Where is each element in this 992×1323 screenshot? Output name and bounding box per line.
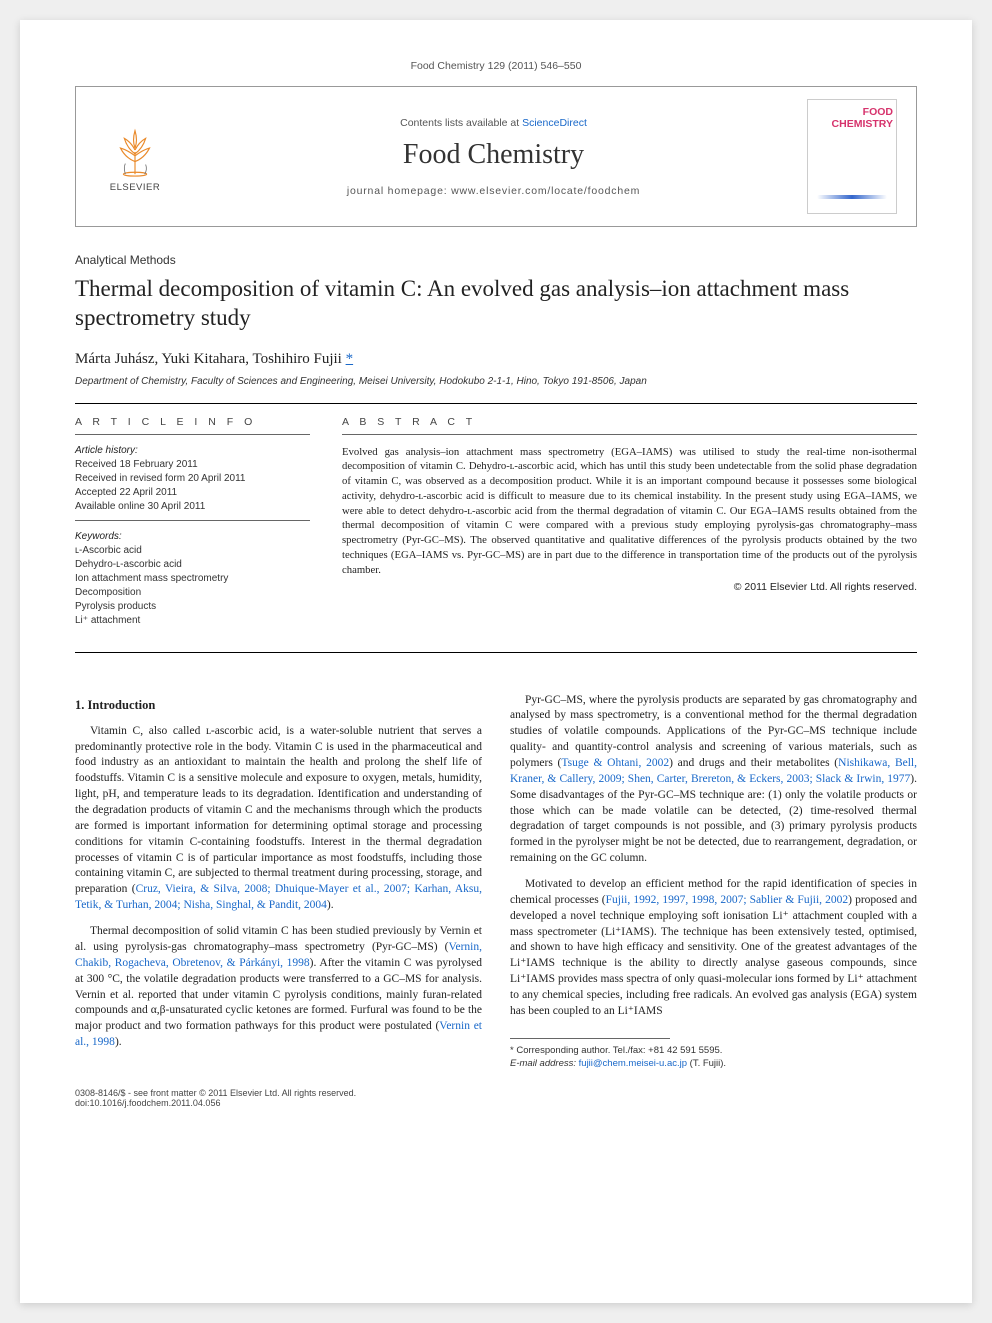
- body-two-column: 1. Introduction Vitamin C, also called ʟ…: [75, 693, 917, 1071]
- body-text: ).: [115, 1036, 122, 1048]
- info-rule-1: [75, 434, 310, 435]
- body-text: Thermal decomposition of solid vitamin C…: [75, 925, 482, 953]
- cover-title-line1: FOOD: [863, 106, 893, 118]
- info-abstract-row: A R T I C L E I N F O Article history: R…: [75, 416, 917, 628]
- article-info-column: A R T I C L E I N F O Article history: R…: [75, 416, 310, 628]
- elsevier-tree-icon: [106, 121, 164, 179]
- front-matter-line: 0308-8146/$ - see front matter © 2011 El…: [75, 1088, 356, 1098]
- email-link[interactable]: fujii@chem.meisei-u.ac.jp: [579, 1058, 687, 1069]
- rule-after-abstract: [75, 652, 917, 653]
- citation-link[interactable]: Fujii, 1992, 1997, 1998, 2007; Sablier &…: [606, 894, 849, 906]
- running-head-citation: Food Chemistry 129 (2011) 546–550: [75, 60, 917, 72]
- citation-link[interactable]: Tsuge & Ohtani, 2002: [561, 757, 669, 769]
- body-paragraph: Pyr-GC–MS, where the pyrolysis products …: [510, 693, 917, 867]
- body-paragraph: Motivated to develop an efficient method…: [510, 877, 917, 1020]
- body-text: ) and drugs and their metabolites (: [669, 757, 838, 769]
- history-received: Received 18 February 2011: [75, 458, 310, 472]
- keyword: Ion attachment mass spectrometry: [75, 572, 310, 586]
- footnote-rule: [510, 1038, 670, 1039]
- cover-decoration: [817, 195, 887, 199]
- article-info-heading: A R T I C L E I N F O: [75, 416, 310, 428]
- header-center: Contents lists available at ScienceDirec…: [194, 117, 793, 197]
- keyword: Dehydro-ʟ-ascorbic acid: [75, 558, 310, 572]
- abstract-rule: [342, 434, 917, 435]
- cover-title-line2: CHEMISTRY: [832, 118, 893, 130]
- page-footer: 0308-8146/$ - see front matter © 2011 El…: [75, 1088, 917, 1108]
- article-title: Thermal decomposition of vitamin C: An e…: [75, 275, 917, 333]
- rule-top: [75, 403, 917, 404]
- history-online: Available online 30 April 2011: [75, 500, 310, 514]
- body-text: ).: [327, 899, 334, 911]
- cover-title: FOOD CHEMISTRY: [811, 106, 893, 130]
- corresponding-author-mark[interactable]: *: [346, 351, 354, 367]
- author-list: Márta Juhász, Yuki Kitahara, Toshihiro F…: [75, 351, 917, 368]
- history-accepted: Accepted 22 April 2011: [75, 486, 310, 500]
- publisher-logo: ELSEVIER: [90, 121, 180, 193]
- keywords-label: Keywords:: [75, 531, 310, 542]
- doi-line: doi:10.1016/j.foodchem.2011.04.056: [75, 1098, 356, 1108]
- email-suffix: (T. Fujii).: [687, 1058, 726, 1069]
- keyword: Pyrolysis products: [75, 600, 310, 614]
- affiliation: Department of Chemistry, Faculty of Scie…: [75, 376, 917, 387]
- homepage-url[interactable]: www.elsevier.com/locate/foodchem: [451, 185, 640, 197]
- journal-title: Food Chemistry: [194, 139, 793, 171]
- info-rule-2: [75, 520, 310, 521]
- body-text: ) proposed and developed a novel techniq…: [510, 894, 917, 1017]
- keyword: ʟ-Ascorbic acid: [75, 544, 310, 558]
- contents-available-line: Contents lists available at ScienceDirec…: [194, 117, 793, 129]
- history-label: Article history:: [75, 445, 310, 456]
- keyword: Li⁺ attachment: [75, 614, 310, 628]
- citation-link[interactable]: Cruz, Vieira, & Silva, 2008; Dhuique-May…: [75, 883, 482, 911]
- keyword: Decomposition: [75, 586, 310, 600]
- body-paragraph: Thermal decomposition of solid vitamin C…: [75, 924, 482, 1051]
- journal-cover-thumb: FOOD CHEMISTRY: [807, 99, 897, 214]
- publisher-name: ELSEVIER: [110, 182, 160, 193]
- body-text: ). Some disadvantages of the Pyr-GC–MS t…: [510, 773, 917, 864]
- homepage-prefix: journal homepage:: [347, 185, 451, 197]
- page: Food Chemistry 129 (2011) 546–550: [20, 20, 972, 1303]
- footer-left: 0308-8146/$ - see front matter © 2011 El…: [75, 1088, 356, 1108]
- abstract-text: Evolved gas analysis–ion attachment mass…: [342, 445, 917, 578]
- body-paragraph: Vitamin C, also called ʟ-ascorbic acid, …: [75, 724, 482, 914]
- section-heading-introduction: 1. Introduction: [75, 697, 482, 714]
- abstract-copyright: © 2011 Elsevier Ltd. All rights reserved…: [342, 581, 917, 593]
- sciencedirect-link[interactable]: ScienceDirect: [522, 117, 587, 129]
- authors-text: Márta Juhász, Yuki Kitahara, Toshihiro F…: [75, 351, 346, 367]
- spacer: [75, 665, 917, 693]
- body-text: Vitamin C, also called ʟ-ascorbic acid, …: [75, 725, 482, 896]
- history-revised: Received in revised form 20 April 2011: [75, 472, 310, 486]
- footnote-line: * Corresponding author. Tel./fax: +81 42…: [510, 1045, 917, 1058]
- email-label: E-mail address:: [510, 1058, 576, 1069]
- footnote-email-line: E-mail address: fujii@chem.meisei-u.ac.j…: [510, 1058, 917, 1071]
- abstract-heading: A B S T R A C T: [342, 416, 917, 428]
- journal-header-box: ELSEVIER Contents lists available at Sci…: [75, 86, 917, 227]
- contents-prefix: Contents lists available at: [400, 117, 522, 129]
- corresponding-author-footnote: * Corresponding author. Tel./fax: +81 42…: [510, 1045, 917, 1071]
- journal-homepage: journal homepage: www.elsevier.com/locat…: [194, 185, 793, 197]
- abstract-column: A B S T R A C T Evolved gas analysis–ion…: [342, 416, 917, 628]
- article-type-label: Analytical Methods: [75, 253, 917, 267]
